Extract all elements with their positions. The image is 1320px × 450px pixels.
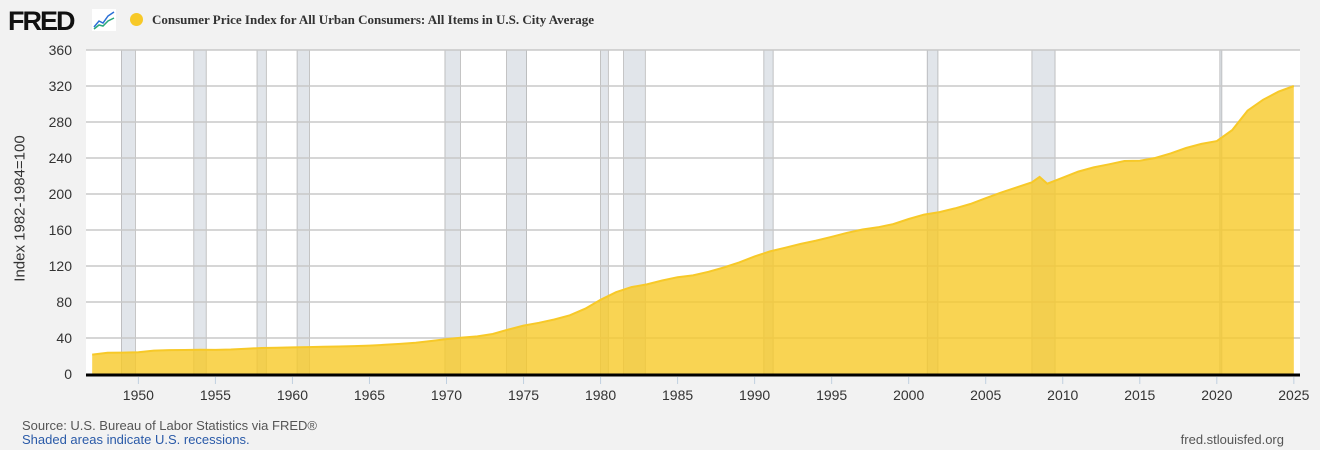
- y-tick-label: 40: [56, 330, 72, 346]
- x-tick-label: 1975: [508, 387, 539, 403]
- y-tick-label: 160: [49, 222, 73, 238]
- chart-title: Consumer Price Index for All Urban Consu…: [152, 12, 594, 27]
- x-tick-label: 2010: [1047, 387, 1078, 403]
- x-tick-label: 2005: [970, 387, 1001, 403]
- series-line: [92, 85, 1295, 356]
- source-note: Source: U.S. Bureau of Labor Statistics …: [22, 418, 317, 433]
- x-tick-label: 1985: [662, 387, 693, 403]
- y-tick-label: 200: [49, 186, 73, 202]
- x-tick-label: 1990: [739, 387, 770, 403]
- recession-band: [193, 49, 207, 375]
- recession-band: [121, 49, 136, 375]
- recession-band: [444, 49, 461, 375]
- site-url[interactable]: fred.stlouisfed.org: [1180, 432, 1284, 447]
- line-chart-icon: [92, 9, 116, 31]
- fred-logo[interactable]: FRED: [8, 6, 75, 36]
- legend-marker: [130, 13, 143, 26]
- y-tick-label: 280: [49, 114, 73, 130]
- x-tick-label: 2025: [1278, 387, 1309, 403]
- plot-area[interactable]: 0 40 80 120 160 200 240 280 320 360 1950 1955 1960 19…: [0, 0, 1320, 410]
- x-tick-label: 1955: [200, 387, 231, 403]
- y-tick-label: 80: [56, 294, 72, 310]
- x-tick-label: 1970: [431, 387, 462, 403]
- y-tick-label: 360: [49, 42, 73, 58]
- x-tick-label: 1950: [123, 387, 154, 403]
- y-tick-label: 320: [49, 78, 73, 94]
- x-tick-label: 2000: [893, 387, 924, 403]
- recession-note-link[interactable]: Shaded areas indicate U.S. recessions.: [22, 432, 250, 447]
- x-tick-label: 1980: [585, 387, 616, 403]
- x-tick-label: 2020: [1201, 387, 1232, 403]
- x-tick-label: 1960: [277, 387, 308, 403]
- x-tick-label: 1995: [816, 387, 847, 403]
- x-tick-label: 1965: [354, 387, 385, 403]
- x-tick-label: 2015: [1124, 387, 1155, 403]
- y-tick-label: 240: [49, 150, 73, 166]
- series-area: [92, 86, 1294, 374]
- y-tick-label: 0: [64, 366, 72, 382]
- recession-band: [296, 49, 310, 375]
- recession-band: [256, 49, 267, 375]
- y-tick-label: 120: [49, 258, 73, 274]
